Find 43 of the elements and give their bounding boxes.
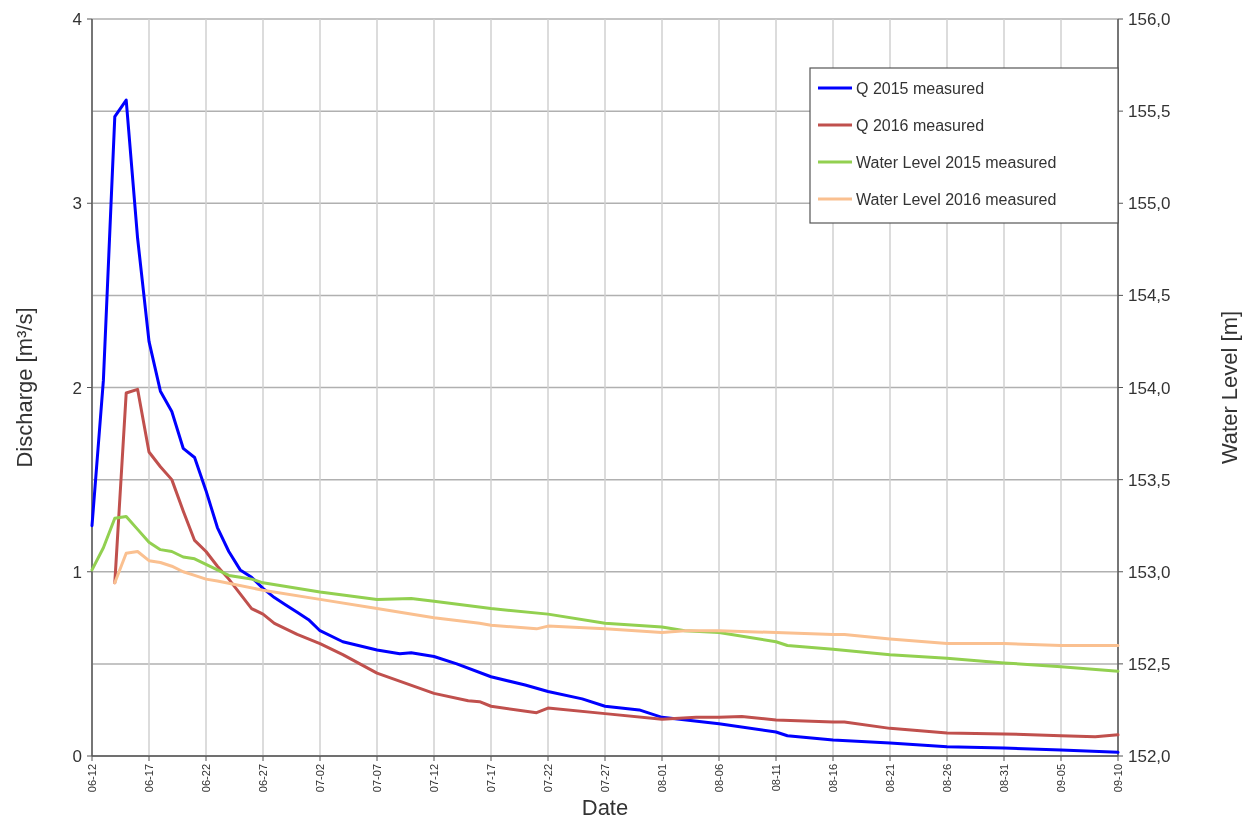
x-tick-label: 06-22 bbox=[200, 764, 212, 793]
x-tick-label: 09-05 bbox=[1055, 764, 1067, 793]
y-axis-title: Discharge [m³/s] bbox=[12, 307, 37, 468]
x-tick-label: 09-10 bbox=[1112, 764, 1124, 793]
y2-tick-label: 155,0 bbox=[1128, 194, 1171, 214]
x-tick-label: 07-27 bbox=[599, 764, 611, 793]
y2-tick-label: 153,5 bbox=[1128, 470, 1171, 490]
y-tick-label: 4 bbox=[72, 10, 82, 29]
y-tick-label: 2 bbox=[72, 378, 82, 398]
y2-tick-label: 156,0 bbox=[1128, 10, 1171, 29]
x-tick-label: 08-01 bbox=[656, 764, 668, 793]
x-tick-label: 06-17 bbox=[143, 764, 155, 793]
y2-tick-label: 153,0 bbox=[1128, 562, 1171, 582]
y2-tick-label: 154,0 bbox=[1128, 378, 1171, 398]
x-tick-label: 07-22 bbox=[542, 764, 554, 793]
y2-tick-label: 154,5 bbox=[1128, 286, 1171, 306]
y2-tick-label: 152,5 bbox=[1128, 654, 1171, 674]
y2-axis-title: Water Level [m] bbox=[1217, 310, 1242, 465]
x-tick-label: 07-02 bbox=[314, 764, 326, 793]
x-tick-label: 07-17 bbox=[485, 764, 497, 793]
x-tick-label: 08-31 bbox=[998, 764, 1010, 793]
x-axis-title: Date bbox=[581, 795, 629, 820]
x-tick-label: 06-12 bbox=[86, 764, 98, 793]
legend-label: Water Level 2015 measured bbox=[856, 154, 1057, 171]
line-series bbox=[113, 549, 1120, 647]
x-tick-label: 08-26 bbox=[941, 764, 953, 793]
y2-tick-label: 155,5 bbox=[1128, 102, 1171, 122]
legend-label: Q 2015 measured bbox=[856, 80, 985, 97]
line-series bbox=[90, 514, 1120, 673]
x-tick-label: 06-27 bbox=[257, 764, 269, 793]
y-tick-label: 3 bbox=[72, 194, 82, 214]
x-tick-label: 08-16 bbox=[827, 764, 839, 793]
y2-tick-label: 152,0 bbox=[1128, 747, 1171, 766]
x-tick-label: 08-11 bbox=[770, 764, 782, 792]
line-series bbox=[113, 387, 1120, 739]
y-tick-label: 1 bbox=[72, 562, 82, 582]
x-tick-label: 07-07 bbox=[371, 764, 383, 793]
legend-label: Water Level 2016 measured bbox=[856, 191, 1057, 208]
x-tick-label: 07-12 bbox=[428, 764, 440, 793]
x-tick-label: 08-06 bbox=[713, 764, 725, 793]
legend-label: Q 2016 measured bbox=[856, 117, 985, 134]
x-tick-label: 08-21 bbox=[884, 764, 896, 793]
y-tick-label: 0 bbox=[72, 747, 82, 766]
